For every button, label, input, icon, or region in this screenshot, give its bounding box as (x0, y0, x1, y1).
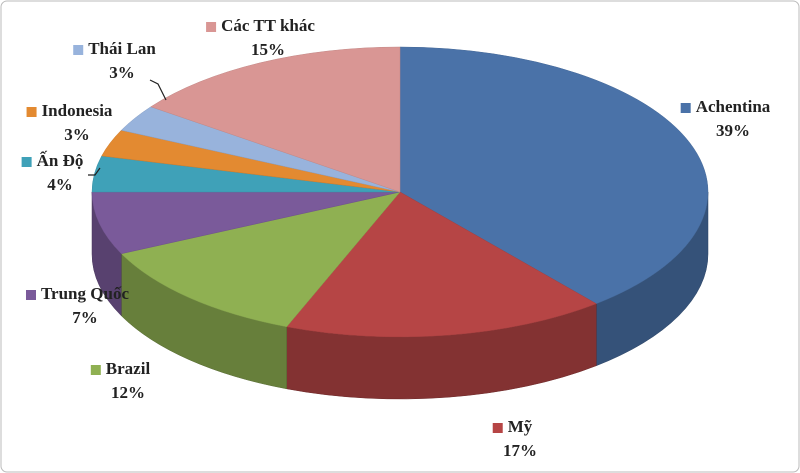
slice (399, 46, 709, 305)
legend-marker (26, 107, 37, 117)
category-label: Trung Quốc (41, 284, 129, 303)
pie-tops (91, 46, 709, 338)
category-label: Achentina (696, 97, 771, 116)
leader-line (149, 79, 167, 101)
value-label: 39% (716, 121, 750, 140)
value-label: 3% (109, 63, 135, 82)
slice (150, 46, 401, 193)
value-label: 4% (47, 175, 73, 194)
category-label: Mỹ (508, 417, 533, 436)
category-label: Brazil (106, 359, 151, 378)
legend-marker (206, 22, 217, 32)
category-label: Indonesia (42, 101, 113, 120)
category-label: Thái Lan (88, 39, 156, 58)
legend-marker (90, 365, 101, 375)
legend-marker (492, 423, 503, 433)
category-label: Ấn Độ (37, 151, 84, 170)
slice (286, 191, 597, 338)
value-label: 17% (503, 441, 537, 460)
value-label: 7% (72, 308, 98, 327)
value-label: 12% (111, 383, 145, 402)
value-label: 3% (64, 125, 90, 144)
slice (91, 191, 401, 255)
slice (120, 191, 401, 328)
value-label: 15% (251, 40, 285, 59)
pie-sides (91, 191, 709, 400)
legend-marker (73, 45, 84, 55)
category-label: Các TT khác (221, 16, 315, 35)
legend-marker (21, 157, 32, 167)
labels: Achentina 39% Mỹ 17% Brazil 12% Trung Quốc 7% Ấn… (21, 16, 771, 460)
legend-marker (25, 290, 36, 300)
leader-line (88, 167, 101, 176)
legend-marker (680, 103, 691, 113)
